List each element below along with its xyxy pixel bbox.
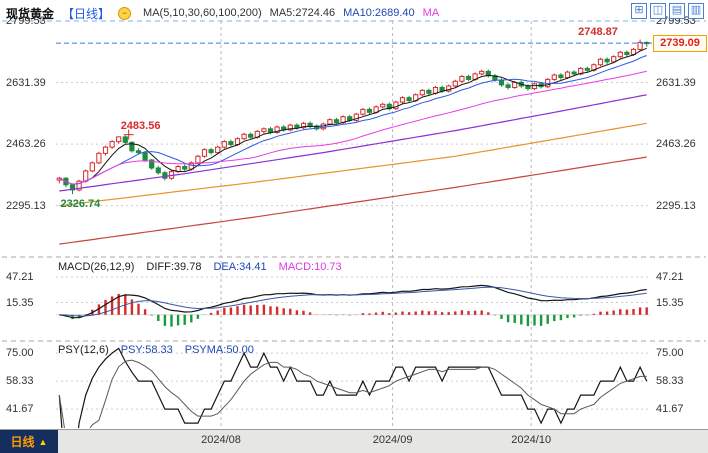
- layout-rows-icon[interactable]: ▤: [669, 3, 685, 19]
- period-selector-label: 日线: [10, 435, 35, 449]
- psyma-value: PSYMA:50.00: [184, 344, 254, 356]
- x-axis-month-label: 2024/08: [201, 434, 241, 446]
- indicator-coin-icon[interactable]: −: [118, 6, 132, 20]
- ma5-value: MA5:2724.46: [269, 7, 336, 19]
- psy-value: PSY:58.33: [120, 344, 173, 356]
- window-controls: ⊞ ◫ ▤ ▥: [631, 3, 704, 19]
- macd-hist-value: MACD:10.73: [278, 261, 342, 273]
- ma-group-label: MA(5,10,30,60,100,200): [143, 7, 262, 19]
- layout-grid-icon[interactable]: ⊞: [631, 3, 647, 19]
- macd-dea-value: DEA:34.41: [213, 261, 267, 273]
- layout-single-icon[interactable]: ▥: [688, 3, 704, 19]
- macd-diff-value: DIFF:39.78: [146, 261, 202, 273]
- ma-extra-value: MA: [422, 7, 440, 19]
- period-selector-arrow-icon: ▲: [38, 436, 48, 447]
- x-axis-month-label: 2024/10: [511, 434, 552, 446]
- macd-title: MACD(26,12,9): [58, 261, 135, 273]
- current-price-box: 2739.09: [653, 35, 707, 53]
- symbol-name: 现货黄金: [6, 6, 55, 21]
- x-axis-month-label: 2024/09: [372, 434, 413, 446]
- layout-columns-icon[interactable]: ◫: [650, 3, 666, 19]
- psy-header: PSY(12,6) PSY:58.33 PSYMA:50.00: [58, 344, 254, 356]
- ma10-value: MA10:2689.40: [343, 7, 415, 19]
- macd-header: MACD(26,12,9) DIFF:39.78 DEA:34.41 MACD:…: [58, 261, 342, 273]
- period-selector[interactable]: 日线 ▲: [0, 430, 58, 453]
- period-tag: 【日线】: [62, 6, 111, 21]
- psy-title: PSY(12,6): [58, 344, 109, 356]
- time-axis-bar: 日线 ▲ 2024/08 2024/09 2024/10: [0, 429, 708, 453]
- header: 现货黄金 【日线】 − MA(5,10,30,60,100,200) MA5:2…: [0, 0, 708, 24]
